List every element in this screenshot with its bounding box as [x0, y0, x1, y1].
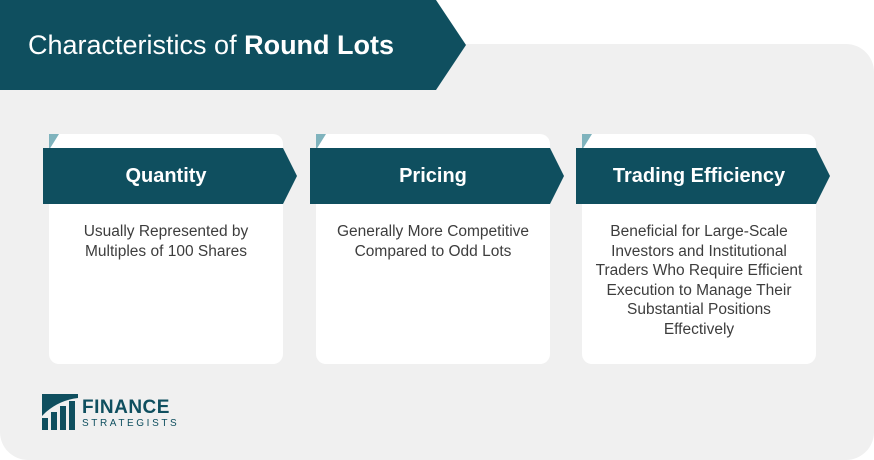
card-body-text: Generally More Competitive Compared to O…	[336, 223, 530, 260]
card-notch	[582, 134, 592, 150]
card-notch	[316, 134, 326, 150]
logo-text-finance: FINANCE	[82, 397, 170, 418]
card-header-quantity: Quantity	[43, 148, 297, 204]
card-header-trading-efficiency: Trading Efficiency	[576, 148, 830, 204]
card-header-pricing: Pricing	[310, 148, 564, 204]
card-body-text: Beneficial for Large-Scale Investors and…	[595, 223, 803, 338]
page-title-regular: Characteristics of	[28, 30, 245, 60]
card-heading: Trading Efficiency	[612, 165, 786, 187]
page-title: Characteristics of Round Lots	[28, 0, 394, 90]
bar-chart-logo-icon	[42, 394, 78, 430]
card-pricing: Pricing Generally More Competitive Compa…	[310, 134, 564, 364]
page-title-bold: Round Lots	[244, 30, 395, 60]
card-trading-efficiency: Trading Efficiency Beneficial for Large-…	[576, 134, 830, 364]
finance-strategists-logo: FINANCE STRATEGISTS	[42, 394, 182, 434]
title-banner: Characteristics of Round Lots	[0, 0, 466, 90]
card-heading: Quantity	[125, 165, 207, 187]
card-quantity: Quantity Usually Represented by Multiple…	[43, 134, 297, 364]
card-notch	[49, 134, 59, 150]
card-heading: Pricing	[399, 165, 467, 187]
card-body-text: Usually Represented by Multiples of 100 …	[83, 223, 249, 260]
logo-text-strategists: STRATEGISTS	[82, 418, 180, 429]
